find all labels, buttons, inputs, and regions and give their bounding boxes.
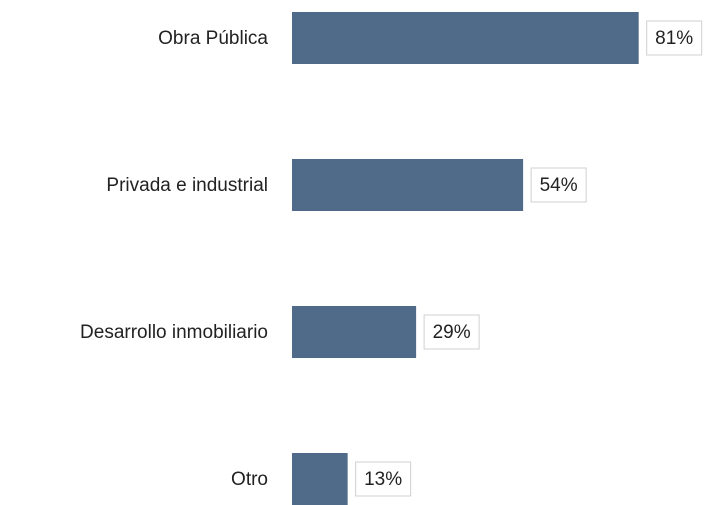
bar bbox=[292, 159, 524, 211]
bar bbox=[292, 306, 417, 358]
data-label-box bbox=[423, 314, 480, 350]
data-label-box bbox=[530, 167, 587, 203]
data-label: 54% bbox=[540, 175, 578, 196]
category-label: Otro bbox=[231, 469, 268, 490]
data-label-box bbox=[646, 20, 703, 56]
category-label: Desarrollo inmobiliario bbox=[80, 322, 268, 343]
data-label: 29% bbox=[433, 322, 471, 343]
bar bbox=[292, 453, 348, 505]
bar bbox=[292, 12, 639, 64]
category-label: Privada e industrial bbox=[106, 175, 268, 196]
data-label: 13% bbox=[364, 469, 402, 490]
category-label: Obra Pública bbox=[158, 28, 268, 49]
data-label: 81% bbox=[655, 28, 693, 49]
data-label-box bbox=[355, 461, 412, 497]
